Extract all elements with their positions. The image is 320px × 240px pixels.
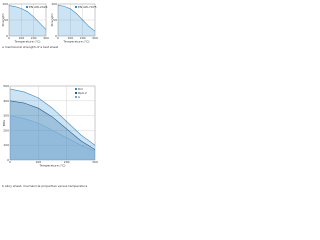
legend-label: Rp0.2 — [78, 91, 87, 95]
y-tick-label: 400 — [3, 99, 9, 103]
x-tick-label: 0 — [9, 160, 11, 164]
caption: b alloy sheet, mechanical properties ver… — [2, 184, 87, 188]
x-tick-label: 300 — [92, 36, 98, 40]
area-fill — [9, 5, 46, 36]
y-tick-label: 200 — [3, 128, 9, 132]
series-line — [57, 4, 96, 32]
y-axis-label: Strength — [50, 13, 54, 26]
series-line — [9, 88, 96, 146]
x-tick-label: 100 — [67, 36, 73, 40]
y-tick-label: 500 — [3, 84, 9, 88]
legend-swatch — [75, 6, 77, 8]
legend-label: EN AW-7075 — [78, 5, 97, 9]
y-tick-label: 100 — [51, 2, 57, 6]
area-fill — [58, 5, 95, 36]
legend-label: A — [78, 95, 81, 99]
y-tick-label: 50 — [53, 18, 57, 22]
legend-label: EN AW-2024 — [29, 5, 48, 9]
caption: a mechanical strength of a test sheet — [2, 45, 59, 49]
y-tick-label: 0 — [6, 34, 8, 38]
y-tick-label: 50 — [4, 18, 8, 22]
area-fill — [10, 88, 95, 160]
y-tick-label: 300 — [3, 114, 9, 118]
x-tick-label: 100 — [35, 160, 41, 164]
legend-label: Rm — [78, 87, 83, 91]
legend-swatch — [75, 92, 77, 94]
x-tick-label: 300 — [92, 160, 98, 164]
legend-swatch — [75, 96, 77, 98]
x-axis-label: Temperature (°C) — [39, 164, 66, 168]
x-tick-label: 200 — [31, 36, 37, 40]
y-tick-label: 100 — [3, 143, 9, 147]
x-tick-label: 0 — [57, 36, 59, 40]
x-axis-label: Temperature (°C) — [14, 40, 41, 44]
y-tick-label: 0 — [55, 34, 57, 38]
series-line — [9, 115, 96, 152]
figure: a mechanical strength of a test sheet b … — [1, 2, 98, 188]
y-tick-label: 100 — [2, 2, 8, 6]
y-axis-label: MPa — [2, 120, 6, 126]
legend-swatch — [75, 88, 77, 90]
y-axis-label: Strength — [1, 13, 5, 26]
series-line — [9, 100, 96, 150]
x-axis-label: Temperature (°C) — [63, 40, 90, 44]
y-tick-label: 0 — [7, 158, 9, 162]
x-tick-label: 200 — [64, 160, 70, 164]
x-tick-label: 0 — [8, 36, 10, 40]
legend-swatch — [26, 6, 28, 8]
x-tick-label: 300 — [43, 36, 49, 40]
x-tick-label: 100 — [18, 36, 24, 40]
series-line — [8, 5, 47, 30]
area-fill — [10, 115, 95, 160]
x-tick-label: 200 — [80, 36, 86, 40]
